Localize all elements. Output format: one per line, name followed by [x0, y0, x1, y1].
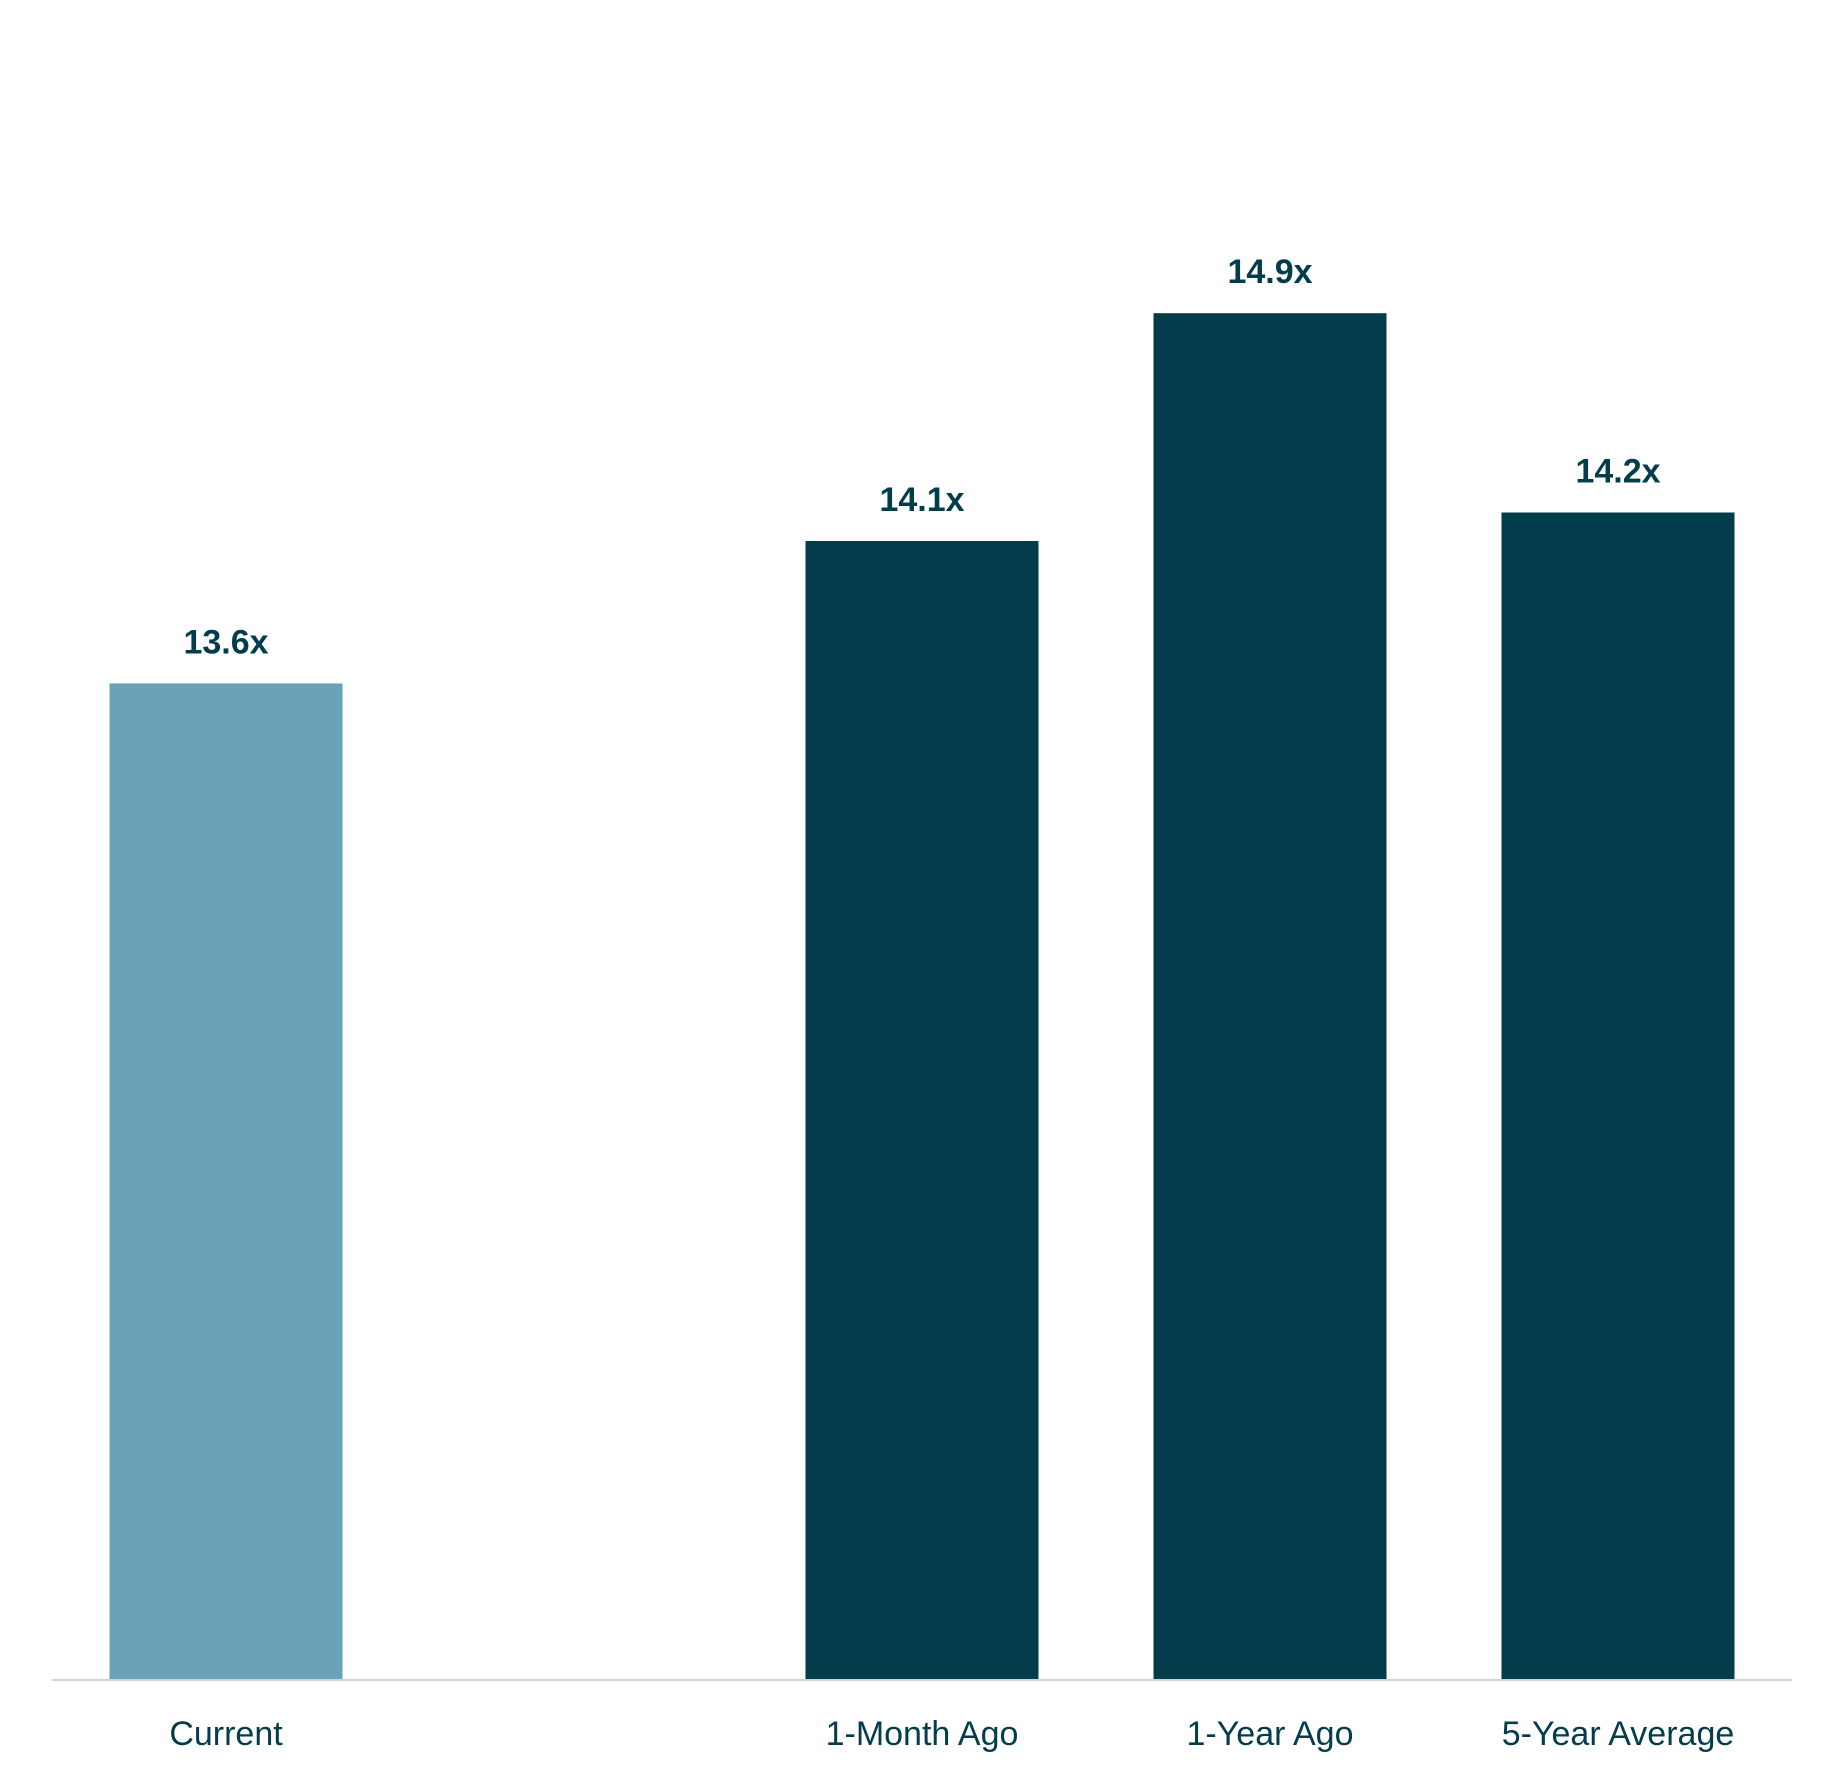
- x-tick-label-current: Current: [169, 1715, 283, 1753]
- data-label-1-month-ago: 14.1x: [879, 481, 964, 519]
- data-labels-group: 13.6x 14.1x 14.9x 14.2x: [183, 253, 1660, 661]
- data-label-1-year-ago: 14.9x: [1227, 253, 1312, 291]
- bars-group: [109, 313, 1735, 1681]
- bar-current: [109, 683, 343, 1680]
- x-tick-label-5-year-average: 5-Year Average: [1502, 1715, 1735, 1753]
- x-tick-label-1-month-ago: 1-Month Ago: [826, 1715, 1019, 1753]
- bar-5-year-average: [1501, 512, 1735, 1680]
- bar-1-year-ago: [1153, 313, 1387, 1681]
- bar-1-month-ago: [805, 541, 1039, 1680]
- x-tick-label-1-year-ago: 1-Year Ago: [1187, 1715, 1354, 1753]
- x-tick-labels-group: Current 1-Month Ago 1-Year Ago 5-Year Avera…: [169, 1715, 1734, 1753]
- data-label-5-year-average: 14.2x: [1575, 453, 1660, 491]
- data-label-current: 13.6x: [183, 623, 268, 661]
